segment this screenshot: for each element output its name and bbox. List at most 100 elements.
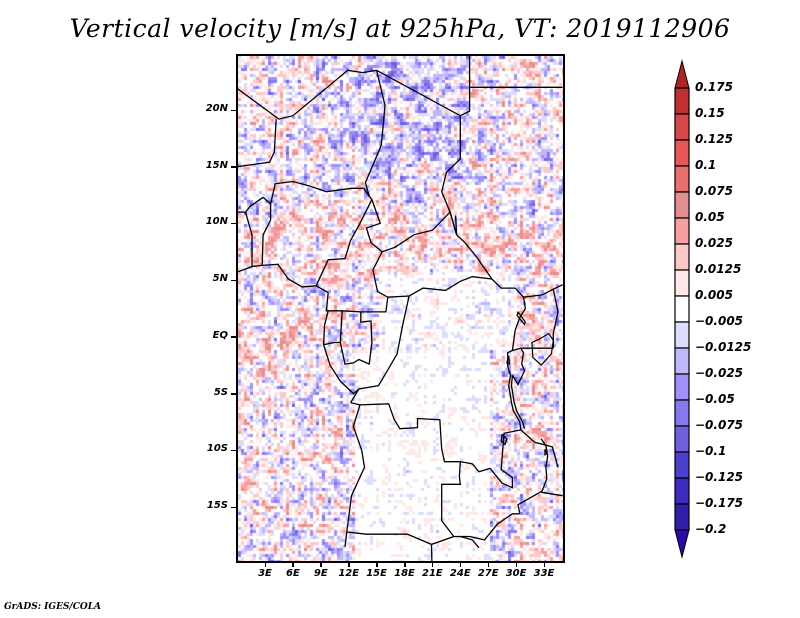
- x-tick-mark: [292, 563, 294, 567]
- country-borders: [238, 56, 563, 561]
- x-tick-mark: [264, 563, 266, 567]
- country-border-line: [339, 311, 373, 366]
- x-tick-mark: [431, 563, 434, 567]
- colorbar-box: [674, 373, 690, 401]
- country-border-line: [322, 310, 341, 382]
- lake-outline: [544, 448, 548, 456]
- country-border-line: [363, 70, 386, 197]
- colorbar-label: −0.0125: [695, 340, 752, 354]
- x-tick-mark: [404, 563, 406, 567]
- colorbar-label: −0.175: [695, 496, 744, 510]
- x-tick-mark: [348, 563, 350, 567]
- colorbar-label: 0.0125: [695, 262, 742, 276]
- colorbar-box: [674, 425, 690, 453]
- country-border-line: [500, 433, 508, 446]
- lake-outline: [506, 355, 511, 366]
- y-tick-label: 15S: [206, 500, 228, 511]
- x-tick-label: 6E: [285, 568, 300, 579]
- y-tick-mark: [231, 506, 236, 508]
- country-border-line: [339, 380, 360, 395]
- country-border-line: [315, 285, 329, 294]
- y-tick-mark: [231, 449, 236, 452]
- y-tick-label: 5S: [213, 386, 228, 398]
- chart-title: Vertical velocity [m/s] at 925hPa, VT: 2…: [69, 14, 731, 43]
- country-border-line: [261, 204, 272, 266]
- x-tick-mark: [376, 563, 378, 567]
- colorbar-label: 0.025: [695, 236, 733, 250]
- country-border-line: [520, 429, 559, 468]
- colorbar-box: [674, 451, 690, 479]
- country-border-line: [238, 263, 317, 288]
- country-border-line: [508, 375, 522, 430]
- lake-outline: [516, 311, 527, 326]
- country-border-line: [238, 119, 277, 168]
- colorbar-box: [674, 477, 690, 505]
- colorbar-box: [674, 139, 690, 167]
- country-border-line: [444, 429, 521, 489]
- y-tick-label: 5N: [212, 273, 228, 285]
- country-border-line: [262, 180, 364, 206]
- colorbar-box: [674, 243, 690, 271]
- y-tick-label: EQ: [212, 329, 228, 341]
- x-tick-label: 24E: [449, 568, 471, 579]
- country-border-line: [381, 210, 458, 253]
- colorbar-label: −0.005: [695, 314, 744, 328]
- colorbar-over-triangle: [674, 59, 690, 89]
- colorbar-box: [674, 191, 690, 219]
- x-tick-mark: [459, 563, 462, 567]
- country-border-line: [510, 375, 526, 429]
- colorbar-label: 0.05: [695, 210, 725, 224]
- colorbar-label: −0.2: [695, 522, 727, 536]
- lake-outline: [531, 332, 554, 367]
- colorbar-label: −0.05: [695, 392, 735, 406]
- colorbar-label: 0.005: [695, 288, 733, 302]
- country-border-line: [460, 56, 471, 117]
- x-tick-label: 18E: [394, 568, 415, 579]
- y-tick-mark: [231, 166, 236, 168]
- vertical-velocity-field: [238, 56, 563, 561]
- x-tick-mark: [487, 563, 490, 567]
- x-tick-label: 9E: [313, 568, 328, 579]
- x-tick-label: 33E: [533, 568, 555, 579]
- colorbar-box: [674, 503, 690, 531]
- country-border-line: [523, 284, 563, 298]
- x-tick-label: 30E: [505, 568, 527, 579]
- x-tick-mark: [320, 563, 322, 567]
- y-tick-mark: [231, 222, 236, 225]
- colorbar-label: 0.075: [695, 184, 733, 198]
- y-tick-label: 15N: [205, 159, 228, 171]
- colorbar-box: [674, 295, 690, 323]
- colorbar-label: 0.175: [695, 80, 733, 94]
- y-tick-mark: [231, 336, 236, 338]
- colorbar-box: [674, 217, 690, 245]
- colorbar-under-triangle: [674, 529, 690, 559]
- x-tick-label: 12E: [338, 568, 360, 579]
- country-border-line: [453, 513, 520, 541]
- colorbar-box: [674, 321, 690, 349]
- y-tick-label: 10S: [206, 443, 228, 455]
- y-tick-label: 10N: [205, 216, 228, 228]
- colorbar-label: 0.15: [695, 106, 725, 120]
- colorbar-box: [674, 165, 690, 193]
- colorbar-box: [674, 269, 690, 297]
- colorbar-box: [674, 87, 690, 115]
- country-border-line: [456, 234, 493, 280]
- colorbar-label: −0.1: [695, 444, 727, 458]
- grads-footer: GrADS: IGES/COLA: [4, 602, 102, 612]
- x-tick-label: 3E: [258, 568, 272, 579]
- colorbar-box: [674, 113, 690, 141]
- x-tick-mark: [543, 563, 545, 567]
- country-border-line: [244, 211, 253, 267]
- colorbar-label: −0.025: [695, 366, 744, 380]
- colorbar-label: −0.125: [695, 470, 744, 484]
- country-border-line: [387, 276, 527, 309]
- x-tick-mark: [515, 563, 518, 567]
- x-tick-label: 15E: [366, 568, 387, 579]
- x-tick-label: 27E: [477, 568, 499, 579]
- x-tick-label: 21E: [422, 568, 443, 579]
- country-border-line: [517, 438, 549, 514]
- y-tick-label: 20N: [205, 103, 228, 114]
- country-border-line: [323, 310, 343, 346]
- y-tick-mark: [231, 393, 236, 395]
